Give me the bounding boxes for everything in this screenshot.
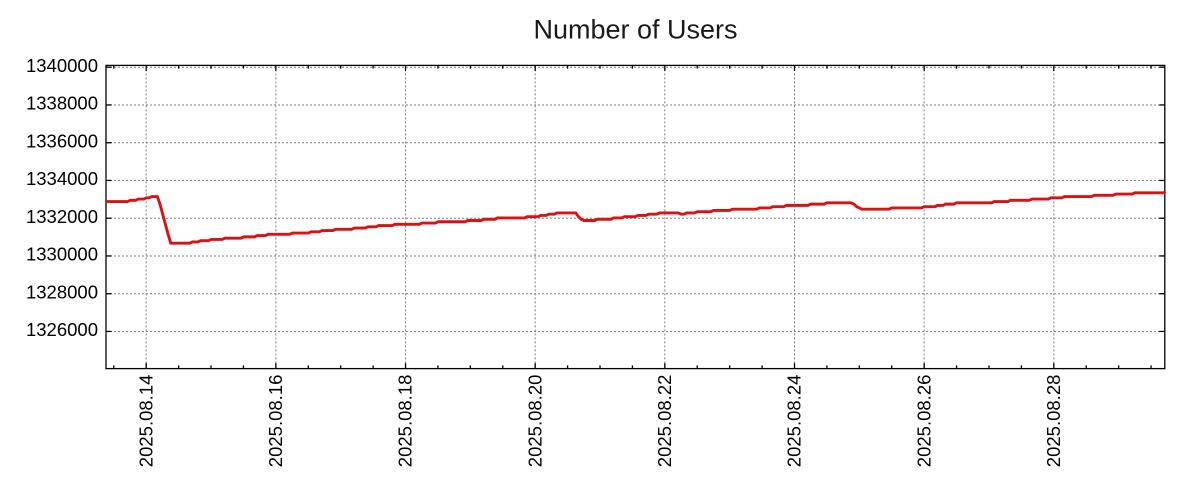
svg-text:2025.08.14: 2025.08.14 (135, 375, 156, 468)
svg-text:2025.08.24: 2025.08.24 (784, 375, 805, 468)
svg-text:1326000: 1326000 (26, 319, 98, 340)
svg-text:Number of Users: Number of Users (533, 15, 737, 45)
svg-text:1340000: 1340000 (26, 55, 98, 76)
svg-text:2025.08.20: 2025.08.20 (524, 375, 545, 468)
svg-text:2025.08.22: 2025.08.22 (654, 375, 675, 468)
svg-text:1332000: 1332000 (26, 206, 98, 227)
svg-text:2025.08.18: 2025.08.18 (395, 375, 416, 468)
svg-text:1330000: 1330000 (26, 244, 98, 265)
svg-text:1338000: 1338000 (26, 93, 98, 114)
svg-text:1328000: 1328000 (26, 281, 98, 302)
svg-text:2025.08.26: 2025.08.26 (913, 375, 934, 468)
svg-text:1334000: 1334000 (26, 168, 98, 189)
svg-text:2025.08.28: 2025.08.28 (1043, 375, 1064, 468)
svg-text:2025.08.16: 2025.08.16 (265, 375, 286, 468)
svg-text:1336000: 1336000 (26, 130, 98, 151)
